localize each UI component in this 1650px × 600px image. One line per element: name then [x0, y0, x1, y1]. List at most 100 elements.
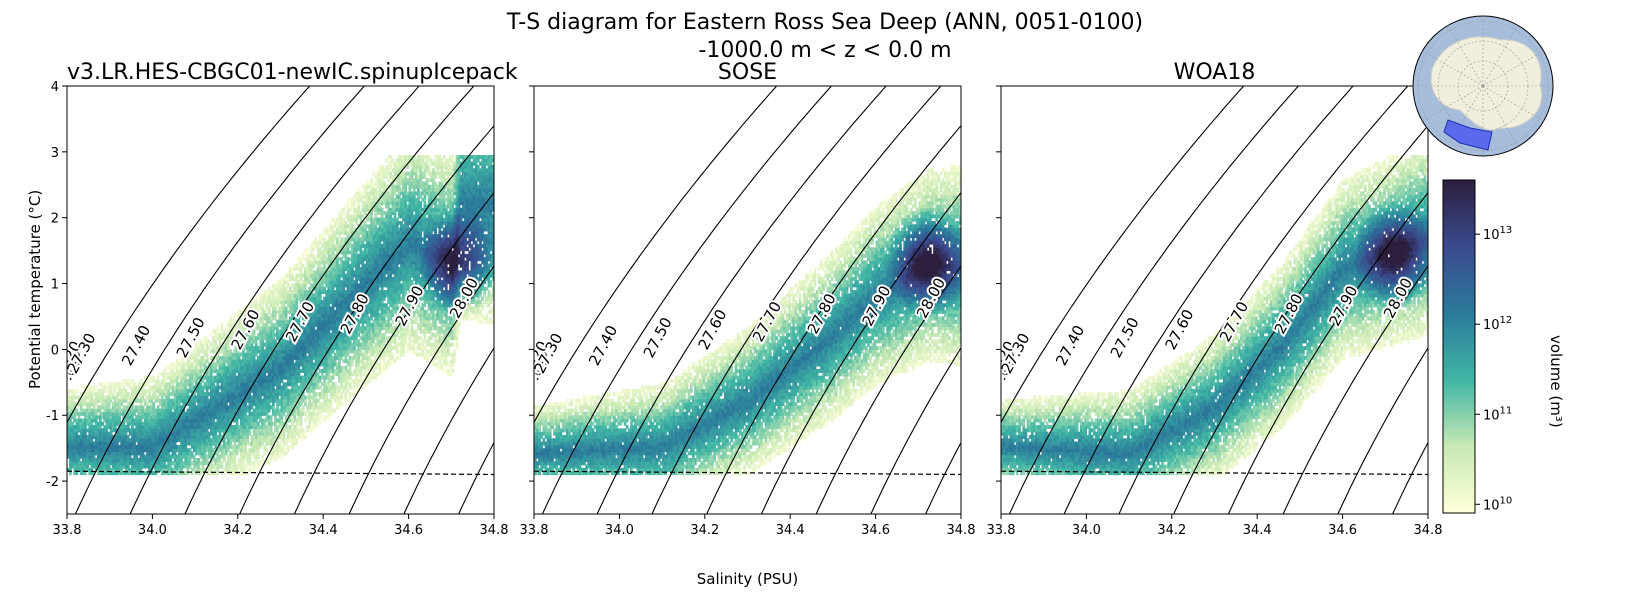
volume-cell — [293, 277, 296, 281]
volume-cell — [107, 411, 111, 416]
volume-cell — [75, 428, 79, 433]
volume-cell — [252, 319, 256, 324]
volume-cell — [231, 385, 235, 390]
volume-cell — [272, 365, 275, 370]
volume-cell — [148, 415, 151, 420]
volume-cell — [131, 415, 134, 420]
volume-cell — [120, 458, 124, 462]
volume-cell — [276, 405, 279, 410]
volume-cell — [141, 435, 145, 439]
volume-cell — [310, 316, 314, 321]
volume-cell — [239, 339, 243, 344]
volume-cell — [269, 438, 273, 443]
volume-cell — [231, 415, 235, 420]
volume-cell — [222, 454, 226, 459]
volume-cell — [280, 303, 284, 308]
volume-cell — [120, 464, 124, 469]
volume-cell — [248, 349, 252, 354]
volume-cell — [286, 395, 290, 400]
volume-cell — [252, 362, 256, 367]
volume-cell — [126, 448, 130, 453]
volume-cell — [79, 428, 83, 433]
volume-cell — [150, 458, 153, 462]
volume-cell — [137, 444, 141, 449]
volume-cell — [304, 296, 307, 301]
volume-cell — [259, 332, 262, 337]
volume-cell — [263, 326, 267, 331]
volume-cell — [180, 438, 183, 443]
volume-cell — [272, 441, 275, 446]
volume-cell — [297, 411, 301, 416]
volume-cell — [244, 323, 247, 327]
volume-cell — [156, 382, 160, 387]
volume-cell — [141, 444, 145, 449]
volume-cell — [128, 444, 132, 449]
volume-cell — [182, 431, 185, 436]
volume-cell — [248, 415, 252, 420]
volume-cell — [103, 458, 106, 462]
volume-cell — [233, 375, 237, 380]
volume-cell — [306, 277, 309, 281]
volume-cell — [195, 431, 198, 436]
volume-cell — [282, 365, 286, 370]
volume-cell — [297, 352, 301, 357]
volume-cell — [233, 385, 237, 390]
volume-cell — [203, 444, 207, 449]
volume-cell — [111, 385, 115, 390]
volume-cell — [229, 382, 232, 387]
volume-cell — [248, 402, 252, 406]
volume-cell — [229, 339, 232, 344]
volume-cell — [267, 398, 271, 403]
volume-cell — [184, 392, 188, 397]
volume-cell — [96, 448, 100, 453]
volume-cell — [261, 405, 264, 410]
volume-cell — [280, 418, 284, 423]
volume-cell — [195, 415, 198, 420]
volume-cell — [265, 395, 269, 400]
volume-cell — [171, 402, 175, 406]
volume-cell — [272, 339, 275, 344]
volume-cell — [188, 356, 192, 360]
volume-cell — [263, 332, 267, 337]
volume-cell — [163, 461, 166, 466]
volume-cell — [107, 435, 111, 439]
volume-cell — [175, 467, 179, 472]
volume-cell — [216, 336, 220, 341]
volume-cell — [90, 408, 94, 413]
volume-cell — [274, 349, 277, 354]
volume-cell — [184, 402, 188, 406]
volume-cell — [237, 375, 241, 380]
volume-cell — [107, 441, 111, 446]
volume-cell — [252, 448, 256, 453]
volume-cell — [79, 454, 83, 459]
volume-cell — [227, 379, 230, 383]
volume-cell — [301, 365, 305, 370]
volume-cell — [99, 448, 102, 453]
volume-cell — [107, 425, 111, 429]
volume-cell — [135, 408, 138, 413]
volume-cell — [286, 388, 290, 393]
volume-cell — [225, 444, 228, 449]
volume-cell — [150, 398, 153, 403]
volume-cell — [280, 365, 284, 370]
volume-cell — [146, 415, 149, 420]
volume-cell — [188, 388, 192, 393]
volume-cell — [293, 267, 296, 271]
volume-cell — [199, 461, 203, 466]
volume-cell — [154, 467, 158, 472]
volume-cell — [96, 392, 100, 397]
volume-cell — [88, 425, 92, 429]
volume-cell — [148, 385, 151, 390]
volume-cell — [96, 408, 100, 413]
volume-cell — [105, 441, 109, 446]
volume-cell — [205, 431, 209, 436]
volume-cell — [205, 411, 209, 416]
volume-cell — [212, 369, 215, 373]
volume-cell — [261, 336, 264, 341]
volume-cell — [220, 451, 224, 456]
volume-cell — [165, 421, 168, 426]
volume-cell — [282, 435, 286, 439]
volume-cell — [201, 346, 205, 350]
volume-cell — [86, 467, 89, 472]
volume-cell — [188, 435, 192, 439]
